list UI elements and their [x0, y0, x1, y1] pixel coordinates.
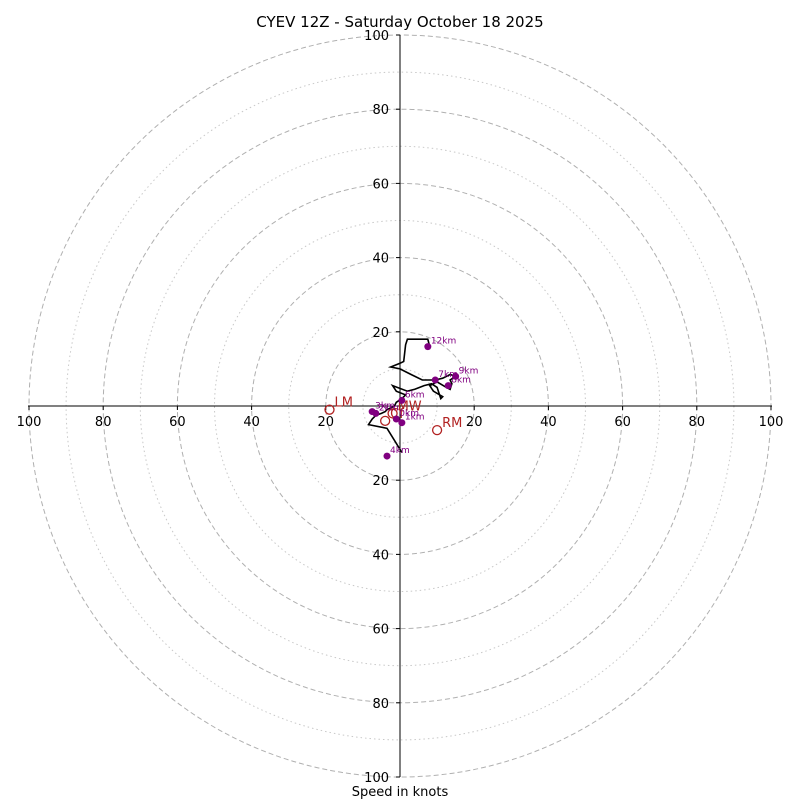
x-tick-label: 80	[689, 415, 706, 430]
y-tick-label: 40	[372, 548, 389, 563]
height-marker-12km	[424, 343, 432, 351]
height-label-8km: 8km	[451, 376, 471, 386]
height-label-9km: 9km	[459, 366, 479, 376]
hodograph-line	[367, 338, 458, 453]
height-label-0km: 0km	[399, 409, 419, 419]
height-label-12km: 12km	[431, 337, 456, 347]
x-tick-label: 40	[540, 415, 557, 430]
y-tick-labels: 100 80 60 40 20 20 40 60 80 100	[364, 29, 400, 786]
x-tick-label: 60	[614, 415, 631, 430]
storm-motion-cf-marker	[380, 415, 391, 426]
x-tick-label: 80	[95, 415, 112, 430]
height-label-6km: 6km	[405, 390, 425, 400]
x-tick-label: 20	[466, 415, 483, 430]
hodograph-trace	[367, 338, 458, 453]
y-tick-label: 60	[372, 623, 389, 638]
y-tick-label: 80	[372, 697, 389, 712]
y-tick-label: 20	[372, 474, 389, 489]
x-tick-label: 60	[169, 415, 186, 430]
height-marker-1km	[398, 419, 406, 427]
y-tick-label: 60	[372, 177, 389, 192]
height-marker-0km	[392, 415, 400, 423]
height-label-2km: 2km	[379, 403, 399, 413]
y-tick-label: 80	[372, 103, 389, 118]
storm-motion-lm-label: LM	[335, 396, 353, 411]
height-marker-4km	[383, 452, 391, 460]
y-tick-label: 100	[364, 29, 389, 44]
storm-motion-rm-marker	[431, 424, 443, 436]
storm-motion-mw-marker	[387, 408, 398, 419]
x-tick-label: 100	[17, 415, 42, 430]
y-tick-label: 100	[364, 771, 389, 786]
x-tick-label: 100	[759, 415, 784, 430]
axes	[28, 35, 772, 777]
chart-title: CYEV 12Z - Saturday October 18 2025	[256, 13, 543, 31]
height-marker-6km	[398, 396, 406, 404]
height-label-1km: 1km	[405, 413, 425, 423]
height-label-3km: 3km	[375, 402, 395, 412]
height-marker-3km	[368, 408, 376, 416]
storm-motion-rm-label: RM	[442, 416, 462, 431]
y-tick-label: 40	[372, 252, 389, 267]
x-tick-label: 40	[243, 415, 260, 430]
height-label-4km: 4km	[390, 446, 410, 456]
x-axis-label: Speed in knots	[352, 785, 449, 800]
storm-motion-lm-marker	[324, 404, 335, 415]
height-marker-8km	[444, 382, 452, 390]
height-marker-7km	[431, 376, 439, 384]
y-tick-label: 20	[372, 326, 389, 341]
x-tick-labels: 100 80 60 40 20 20 40 60 80 100	[17, 406, 784, 430]
height-marker-9km	[452, 372, 460, 380]
height-label-7km: 7km	[438, 370, 458, 380]
x-tick-label: 20	[318, 415, 335, 430]
